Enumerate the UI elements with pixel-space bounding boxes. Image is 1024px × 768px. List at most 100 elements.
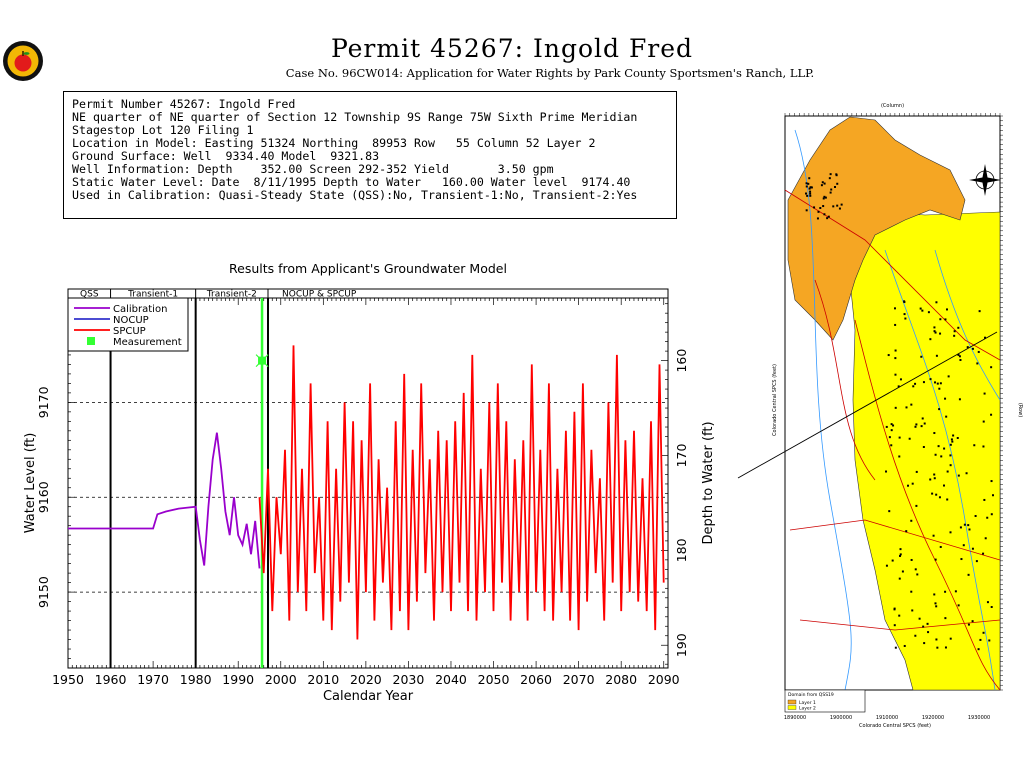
map-easting-label: 1900000 [830,715,852,721]
x-tick-label: 1970 [137,672,169,687]
map-well-marker [936,646,939,649]
legend-label: NOCUP [113,315,149,326]
map-well-marker [822,205,825,208]
map-well-marker [836,182,839,185]
map-well-marker [829,173,832,176]
map-well-marker [810,186,813,189]
map-well-marker [943,447,946,450]
map-well-marker [973,444,976,447]
map-well-marker [833,185,836,188]
x-tick-label: 2060 [520,672,552,687]
map-well-marker [914,634,917,637]
map-well-marker [944,397,947,400]
map-well-marker [822,197,825,200]
period-label: Transient-2 [206,290,257,300]
map-well-marker [809,194,812,197]
map-well-marker [944,646,947,649]
map-well-marker [836,204,839,207]
map-well-marker [891,559,894,562]
legend-label: SPCUP [113,326,146,337]
map-well-marker [922,625,925,628]
map-well-marker [934,331,937,334]
map-well-marker [888,510,891,513]
page-subtitle: Case No. 96CW014: Application for Water … [285,66,815,80]
map-well-marker [934,381,937,384]
permit-info-box: Permit Number 45267: Ingold Fred NE quar… [63,91,677,219]
map-well-marker [898,614,901,617]
map-well-marker [885,425,888,428]
map-stream [794,129,852,691]
info-line: Permit Number 45267: Ingold Fred [72,97,296,111]
map-well-marker [932,534,935,537]
map-well-marker [899,378,902,381]
legend-label: Calibration [113,304,167,315]
map-well-marker [821,181,824,184]
map-easting-label: 1910000 [876,715,898,721]
map-well-marker [933,432,936,435]
map-well-marker [809,190,812,193]
map-well-marker [957,353,960,356]
map-well-marker [894,646,897,649]
map-well-marker [894,373,897,376]
map-well-marker [805,185,808,188]
map-well-marker [929,478,932,481]
map-well-marker [975,560,978,563]
map-well-marker [903,313,906,316]
logo-icon [3,41,43,81]
map-easting-label: 1890000 [784,715,806,721]
map-well-marker [952,434,955,437]
map-well-marker [934,558,937,561]
y2-tick-label: 190 [674,633,689,657]
map-well-marker [949,637,952,640]
x-axis-title: Calendar Year [323,689,414,704]
map-well-marker [982,445,985,448]
map-well-marker [935,354,938,357]
x-tick-label: 2000 [265,672,297,687]
info-line: Ground Surface: Well 9334.40 Model 9321.… [72,149,380,163]
map-well-marker [817,210,820,213]
map-well-marker [938,387,941,390]
map-road [814,279,876,481]
map-well-marker [958,398,961,401]
map-road [789,519,1001,561]
map-well-marker [899,553,902,556]
x-tick-label: 2030 [393,672,425,687]
map-well-marker [939,545,942,548]
map-well-marker [988,639,991,642]
map-well-marker [967,573,970,576]
map-well-marker [806,194,809,197]
map-well-marker [915,504,918,507]
map-well-marker [914,425,917,428]
map-well-marker [911,609,914,612]
map-well-marker [957,474,960,477]
map-well-marker [974,514,977,517]
map-well-marker [805,182,808,185]
x-tick-label: 1990 [222,672,254,687]
map-well-marker [915,470,918,473]
legend-label: Measurement [113,337,182,348]
period-label: Transient-1 [127,290,178,300]
map-well-marker [922,381,925,384]
map-well-marker [835,174,838,177]
map-well-marker [933,330,936,333]
map-well-marker [894,406,897,409]
map-well-marker [893,624,896,627]
map-well-marker [920,425,923,428]
measurement-point-cross [255,354,269,368]
map-well-marker [819,206,822,209]
y-tick-label: 9150 [36,576,51,608]
map-well-marker [898,577,901,580]
y-axis-title: Water Level (ft) [23,433,38,534]
map-well-marker [808,177,811,180]
map-well-marker [986,601,989,604]
map-well-marker [971,347,974,350]
map-well-marker [945,415,948,418]
map-well-marker [918,617,921,620]
map-well-marker [967,524,970,527]
x-tick-label: 1980 [180,672,212,687]
map-well-marker [936,382,939,385]
map-well-marker [809,186,812,189]
map-well-marker [933,593,936,596]
map-well-marker [923,642,926,645]
